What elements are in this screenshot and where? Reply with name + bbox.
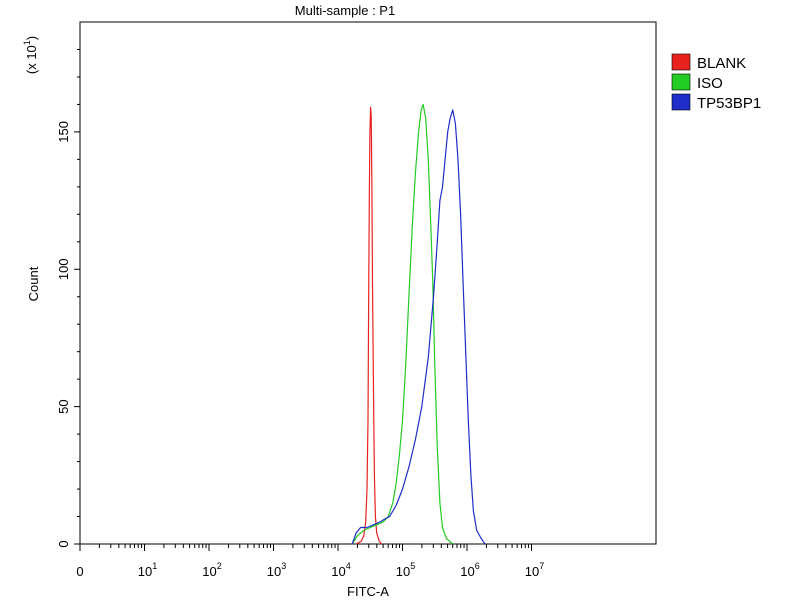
legend-label-iso: ISO bbox=[697, 75, 723, 92]
x-tick-label: 101 bbox=[138, 561, 157, 579]
legend-swatch-iso bbox=[671, 73, 691, 91]
x-axis-label: FITC-A bbox=[347, 584, 389, 599]
y-tick-label: 150 bbox=[56, 121, 71, 143]
y-tick-label: 100 bbox=[56, 258, 71, 280]
x-tick-label: 104 bbox=[331, 561, 350, 579]
x-tick-label: 107 bbox=[525, 561, 544, 579]
legend-label-blank: BLANK bbox=[697, 55, 746, 72]
legend-label-tp53bp1: TP53BP1 bbox=[697, 95, 761, 112]
series-line-iso bbox=[351, 103, 454, 545]
plot-frame bbox=[79, 21, 657, 545]
legend-swatch-tp53bp1 bbox=[671, 93, 691, 111]
x-tick-label: 106 bbox=[460, 561, 479, 579]
y-multiplier-exp: 1 bbox=[22, 40, 32, 45]
axes-layer: 0 50 100 150 0 101 102 103 104 105 106 107 bbox=[56, 48, 544, 579]
x-tick-label: 105 bbox=[396, 561, 415, 579]
legend-swatch-blank bbox=[671, 53, 691, 71]
x-tick-label: 0 bbox=[76, 564, 83, 579]
y-multiplier-label: (x 101) bbox=[22, 36, 39, 74]
series-line-blank bbox=[355, 106, 383, 545]
legend: BLANK ISO TP53BP1 bbox=[671, 53, 761, 112]
y-tick-label: 50 bbox=[56, 399, 71, 413]
y-tick-label: 0 bbox=[56, 540, 71, 547]
y-multiplier-suffix: ) bbox=[24, 36, 39, 40]
series-layer bbox=[351, 103, 486, 545]
y-axis-label: Count bbox=[26, 266, 41, 301]
y-multiplier-prefix: (x 10 bbox=[24, 45, 39, 74]
x-tick-label: 102 bbox=[202, 561, 221, 579]
chart-title: Multi-sample : P1 bbox=[295, 3, 395, 18]
x-tick-label: 103 bbox=[267, 561, 286, 579]
series-line-tp53bp1 bbox=[351, 109, 486, 545]
svg-text:(x 101): (x 101) bbox=[22, 36, 39, 74]
